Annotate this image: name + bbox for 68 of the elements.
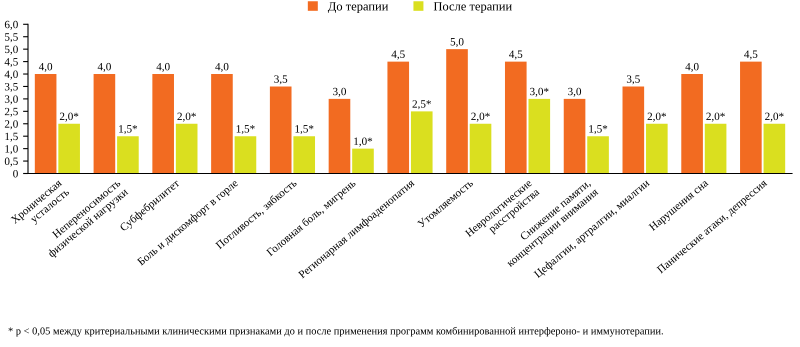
bar xyxy=(58,124,80,174)
bar xyxy=(352,148,374,174)
bar xyxy=(681,74,703,174)
legend-label: До терапии xyxy=(328,2,388,14)
data-label: 4,5 xyxy=(392,50,405,60)
bar xyxy=(528,98,550,174)
data-label: 3,0 xyxy=(568,88,582,97)
y-tick-label: 2,5 xyxy=(4,108,18,117)
data-label: 4,0 xyxy=(98,62,111,72)
bar xyxy=(152,74,174,174)
bar xyxy=(34,74,56,174)
bar xyxy=(211,74,233,174)
bar xyxy=(117,136,139,174)
y-tick-label: 5,0 xyxy=(5,46,18,55)
bar xyxy=(328,98,350,174)
data-label: 2,0* xyxy=(765,112,784,122)
bar xyxy=(410,111,433,174)
bar xyxy=(564,98,586,174)
y-tick-label: 1,0 xyxy=(5,145,18,154)
data-label: 4,0 xyxy=(685,62,699,72)
data-label: 2,5* xyxy=(412,100,431,110)
bar xyxy=(704,124,726,174)
data-label: 1,5* xyxy=(236,125,255,134)
data-label: 2,0* xyxy=(60,112,78,122)
bar xyxy=(470,124,492,174)
y-tick-label: 2,0 xyxy=(4,120,18,130)
y-tick-label: 6,0 xyxy=(4,20,18,30)
text: * p < 0,05 между критериальными клиническими признаками до и после применения программ комбинированной интерфероно- и иммунотерапии. xyxy=(8,326,663,337)
data-label: 3,0 xyxy=(333,88,346,97)
bar xyxy=(740,62,762,174)
data-label: 2,0* xyxy=(706,112,725,122)
y-tick-label: 0,5 xyxy=(4,158,18,167)
y-tick-label: 1,5 xyxy=(5,132,18,142)
y-tick-label: 4,5 xyxy=(4,58,18,68)
data-label: 3,5 xyxy=(274,75,288,84)
data-label: 3,5 xyxy=(626,75,640,84)
data-label: 4,5 xyxy=(744,50,758,60)
data-label: 5,0 xyxy=(450,38,464,48)
data-label: 3,0* xyxy=(530,88,548,97)
bar xyxy=(176,124,198,174)
bar xyxy=(234,136,256,174)
data-label: 4,0 xyxy=(38,62,52,72)
data-label: 1,5* xyxy=(589,125,608,134)
bar xyxy=(504,62,527,174)
bar xyxy=(387,62,410,174)
data-label: 4,0 xyxy=(156,62,170,72)
data-label: 2,0* xyxy=(648,112,666,122)
bar xyxy=(764,124,786,174)
bar xyxy=(94,74,116,174)
y-tick-label: 0 xyxy=(13,170,18,178)
bar xyxy=(587,136,609,174)
y-tick-label: 4,0 xyxy=(4,70,18,80)
y-tick-label: 5,5 xyxy=(5,33,18,42)
data-label: 2,0* xyxy=(471,112,490,122)
bar xyxy=(622,86,644,174)
data-label: 4,5 xyxy=(509,50,522,60)
data-label: 2,0* xyxy=(177,112,196,122)
legend-label: После терапии xyxy=(434,2,512,14)
bar xyxy=(293,136,316,174)
data-label: 1,5* xyxy=(295,125,314,134)
bar xyxy=(646,124,668,174)
data-label: 1,5* xyxy=(119,125,138,134)
data-label: 4,0 xyxy=(215,62,228,72)
bar xyxy=(270,86,292,174)
data-label: 1,0* xyxy=(354,137,372,147)
y-tick-label: 3,0 xyxy=(4,95,18,104)
bar xyxy=(446,49,468,174)
y-tick-label: 3,5 xyxy=(4,82,18,92)
